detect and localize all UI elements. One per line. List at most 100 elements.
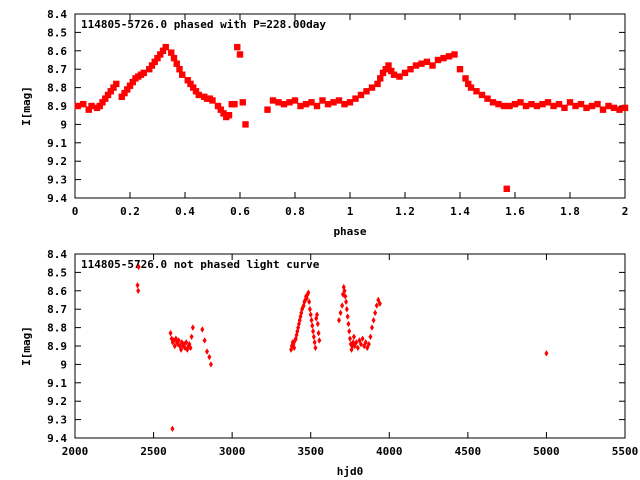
data-point <box>344 306 349 313</box>
data-point <box>140 69 147 77</box>
x-tick-label: 0.4 <box>175 205 195 218</box>
data-point <box>396 73 403 80</box>
data-point <box>302 100 310 108</box>
y-tick-label: 8.6 <box>47 285 67 298</box>
data-point <box>348 335 352 342</box>
data-point <box>236 51 244 58</box>
data-point <box>307 306 312 313</box>
data-point <box>184 339 189 346</box>
x-tick-label: 1.6 <box>505 205 525 218</box>
data-point <box>366 340 371 348</box>
y-tick-label: 9.3 <box>47 174 67 187</box>
data-point <box>341 100 348 108</box>
data-point <box>313 102 321 110</box>
data-point <box>500 102 508 110</box>
data-point <box>239 99 246 106</box>
y-tick-label: 9.4 <box>47 432 67 445</box>
data-point <box>188 344 193 352</box>
data-point <box>445 53 453 60</box>
data-point <box>522 102 530 110</box>
y-tick-label: 8.6 <box>47 45 67 58</box>
data-point <box>550 102 557 110</box>
data-point <box>347 328 352 335</box>
y-tick-label: 8.9 <box>47 100 67 113</box>
data-point <box>388 67 395 75</box>
data-point <box>344 298 349 306</box>
data-point <box>308 311 313 318</box>
data-point <box>462 75 469 82</box>
data-point <box>275 99 282 106</box>
data-point <box>209 97 216 104</box>
data-point <box>605 102 612 110</box>
data-point <box>465 80 472 88</box>
data-point <box>242 121 249 128</box>
data-point <box>377 300 382 307</box>
chart-panel-1: 0 0.2 0.4 0.6 0.8 1 1.2 1.4 1.6 1.8 2 8.4 8.5 8.6 8.7 8… <box>20 8 628 238</box>
x-tick-label: 0 <box>72 205 79 218</box>
data-point <box>360 335 365 342</box>
x-tick-label: 5000 <box>533 445 560 458</box>
data-point <box>345 313 350 320</box>
data-point <box>102 95 109 102</box>
data-point <box>330 99 337 106</box>
data-point <box>208 361 213 368</box>
data-point <box>434 56 442 64</box>
data-point <box>555 100 563 108</box>
y-axis-label: I[mag] <box>20 326 33 366</box>
data-point <box>173 60 180 67</box>
x-tick-label: 4500 <box>455 445 482 458</box>
data-point <box>319 97 326 104</box>
data-point <box>207 353 212 361</box>
data-point <box>99 99 106 106</box>
y-tick-label: 9.1 <box>47 137 67 150</box>
data-point <box>467 84 475 91</box>
y-tick-label: 8.9 <box>47 340 67 353</box>
x-axis-label: hjd0 <box>337 465 364 478</box>
data-point <box>104 91 112 99</box>
data-point <box>407 66 414 73</box>
data-point <box>506 102 513 110</box>
data-point <box>342 287 347 294</box>
data-point <box>190 324 195 331</box>
x-tick-label: 5500 <box>612 445 639 458</box>
data-point <box>297 102 304 110</box>
data-point <box>234 43 241 51</box>
data-point <box>311 328 316 335</box>
data-point <box>136 287 141 294</box>
data-point <box>588 102 596 110</box>
y-tick-label: 9.3 <box>47 414 67 427</box>
data-point <box>225 112 233 119</box>
y-tick-label: 8.7 <box>47 63 67 76</box>
data-point <box>190 84 197 91</box>
data-point <box>370 324 374 331</box>
data-point <box>107 88 114 95</box>
data-point <box>352 95 359 102</box>
data-point <box>484 95 491 102</box>
data-point <box>269 97 277 104</box>
data-point <box>539 100 546 108</box>
data-point <box>315 311 319 318</box>
data-point <box>594 100 601 108</box>
data-point <box>110 84 117 91</box>
y-tick-label: 9.2 <box>47 395 67 408</box>
data-point <box>205 348 209 355</box>
data-point <box>316 329 321 337</box>
data-point <box>561 104 568 112</box>
x-tick-label: 1.8 <box>560 205 580 218</box>
data-point <box>220 110 227 117</box>
x-tick-label: 2500 <box>140 445 167 458</box>
data-point <box>113 80 120 88</box>
data-point <box>456 66 464 73</box>
data-point <box>264 106 271 113</box>
data-point <box>385 62 392 69</box>
data-point <box>343 293 348 300</box>
data-point <box>151 58 158 66</box>
data-point <box>306 289 311 296</box>
y-tick-label: 8.8 <box>47 322 67 335</box>
data-point <box>340 302 345 309</box>
y-tick-label: 9 <box>60 358 67 371</box>
data-point <box>359 340 363 348</box>
data-point <box>335 97 343 104</box>
data-point <box>168 329 173 337</box>
data-point <box>621 104 629 112</box>
